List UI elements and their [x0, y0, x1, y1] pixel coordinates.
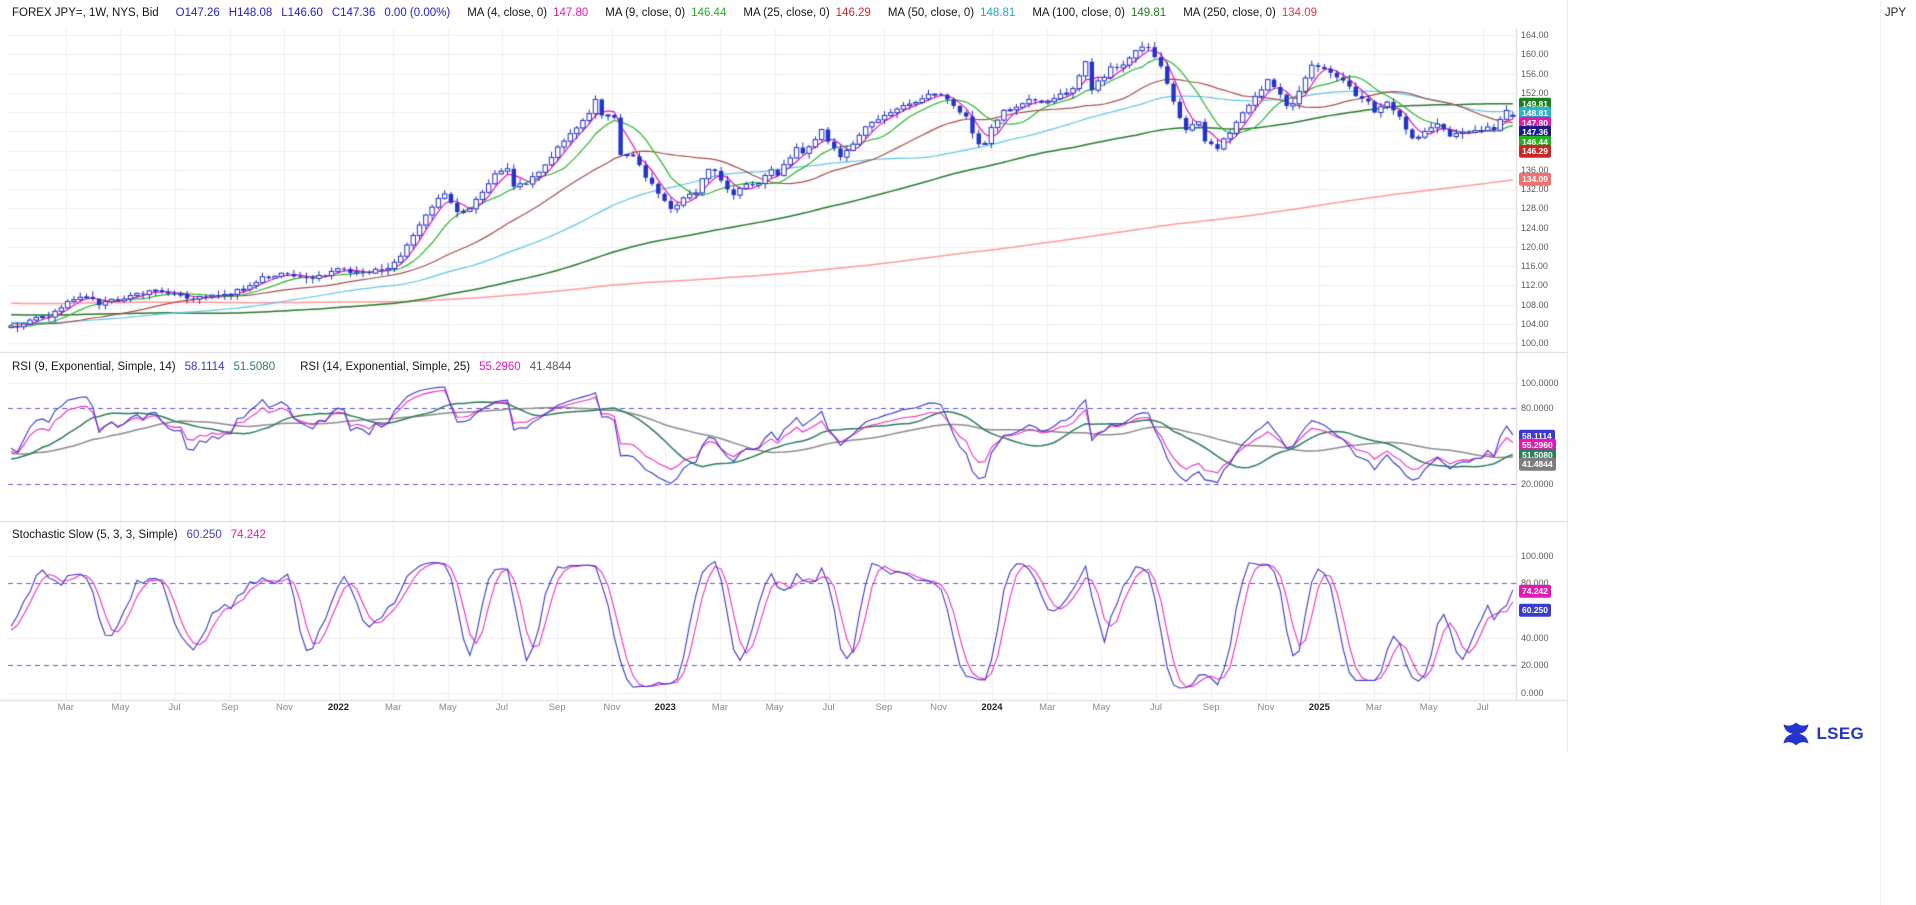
lseg-logo-icon [1783, 722, 1808, 746]
rsi-legend[interactable]: RSI (9, Exponential, Simple, 14) 58.1114… [12, 361, 571, 373]
ma-label: MA (100, close, 0) [1032, 7, 1126, 19]
ma-label: MA (250, close, 0) [1183, 7, 1276, 19]
ma-value: 146.44 [691, 7, 727, 19]
open-value: O147.26 [175, 7, 220, 19]
ma-value: 146.29 [835, 7, 871, 19]
lseg-logo: LSEG [1782, 722, 1865, 746]
rsi9-value: 58.1114 [184, 361, 225, 373]
change-value: 0.00 (0.00%) [384, 7, 451, 19]
close-value: C147.36 [331, 7, 376, 19]
ma-value: 148.81 [980, 7, 1016, 19]
rsi9-label: RSI (9, Exponential, Simple, 14) [12, 361, 176, 373]
instrument-title[interactable]: FOREX JPY=, 1W, NYS, Bid [12, 7, 159, 19]
low-value: L146.60 [281, 7, 323, 19]
main-chart-legend: FOREX JPY=, 1W, NYS, Bid O147.26 H148.08… [12, 7, 1317, 19]
ma-label: MA (9, close, 0) [605, 7, 686, 19]
ma-value: 134.09 [1281, 7, 1318, 19]
ma-legend-item-50[interactable]: MA (50, close, 0) 148.81 [888, 7, 1015, 19]
ma-legend-item-250[interactable]: MA (250, close, 0) 134.09 [1183, 7, 1317, 19]
stochastic-legend[interactable]: Stochastic Slow (5, 3, 3, Simple) 60.250… [12, 529, 266, 541]
ma-legend-item-25[interactable]: MA (25, close, 0) 146.29 [743, 7, 870, 19]
ma-label: MA (50, close, 0) [887, 7, 975, 19]
ma-legend-item-9[interactable]: MA (9, close, 0) 146.44 [605, 7, 726, 19]
high-value: H148.08 [228, 7, 273, 19]
ohlc-readout: O147.26 H148.08 L146.60 C147.36 0.00 (0.… [176, 7, 451, 19]
stoch-label: Stochastic Slow (5, 3, 3, Simple) [12, 529, 178, 541]
ma-label: MA (4, close, 0) [467, 7, 548, 19]
rsi14-ma-value: 41.4844 [529, 361, 572, 373]
rsi14-value: 55.2960 [479, 361, 521, 373]
ma-legend-item-100[interactable]: MA (100, close, 0) 149.81 [1032, 7, 1166, 19]
axis-currency-tab[interactable]: JPY [1884, 7, 1906, 19]
rsi14-label: RSI (14, Exponential, Simple, 25) [300, 361, 471, 373]
ma-value: 147.80 [553, 7, 589, 19]
stoch-k-value: 60.250 [186, 529, 222, 541]
ma-label: MA (25, close, 0) [743, 7, 830, 19]
lseg-logo-text: LSEG [1816, 724, 1864, 743]
stoch-d-value: 74.242 [230, 529, 266, 541]
ma-legend-item-4[interactable]: MA (4, close, 0) 147.80 [467, 7, 588, 19]
rsi9-ma-value: 51.5080 [233, 361, 276, 373]
ma-value: 149.81 [1131, 7, 1167, 19]
